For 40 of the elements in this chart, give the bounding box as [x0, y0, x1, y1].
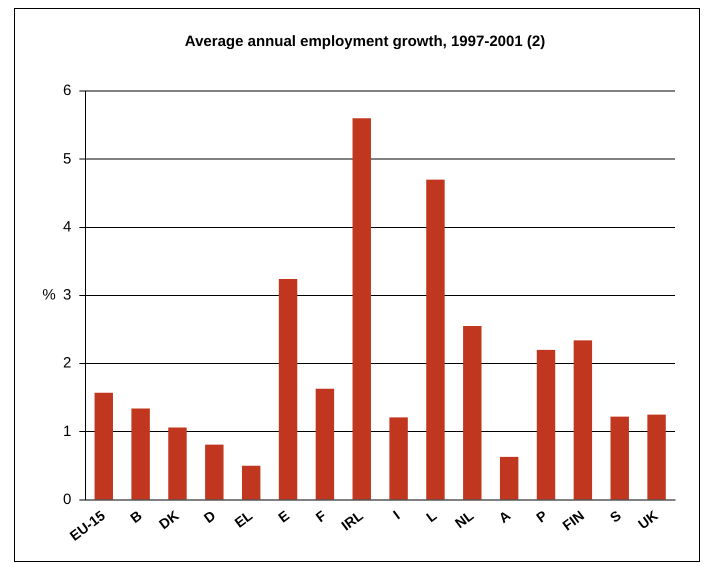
x-tick-label: FIN [559, 507, 587, 534]
x-tick-label: I [390, 507, 403, 522]
bar [610, 416, 629, 500]
y-tick-label: 1 [63, 422, 72, 440]
bar [426, 180, 445, 500]
y-tick-label: 4 [63, 218, 72, 236]
bar [536, 350, 556, 500]
x-tick-label: S [606, 507, 624, 526]
x-tick-label: E [275, 507, 292, 526]
x-tick-label: NL [452, 506, 477, 532]
bar [574, 340, 592, 500]
y-tick-label: 0 [63, 490, 72, 508]
bar [278, 279, 298, 500]
bar [131, 408, 150, 500]
bar [94, 392, 113, 500]
x-tick-label: UK [634, 507, 661, 532]
bar [647, 414, 666, 500]
x-tick-label: L [423, 506, 440, 526]
chart-title: Average annual employment growth, 1997-2001 (2) [184, 33, 546, 50]
x-tick-label: D [200, 507, 218, 526]
bar [389, 417, 408, 500]
x-tick-label: A [496, 507, 514, 526]
y-tick-label: 6 [63, 82, 72, 100]
bar [316, 388, 334, 500]
y-tick-label: 5 [63, 150, 72, 168]
x-tick-label: B [127, 507, 145, 526]
bar [168, 428, 187, 500]
bar [500, 456, 518, 500]
bar [463, 326, 482, 500]
y-tick-label: 3 [63, 286, 72, 304]
x-tick-label: EL [231, 506, 256, 531]
bar [352, 118, 371, 500]
x-tick-label: F [312, 506, 330, 526]
x-tick-label: DK [156, 507, 182, 532]
bar [205, 444, 224, 500]
y-axis-title: % [42, 286, 56, 304]
x-tick-label: IRL [338, 506, 366, 534]
bar [242, 466, 260, 500]
x-tick-label: P [533, 507, 550, 526]
y-tick-label: 2 [63, 354, 72, 372]
